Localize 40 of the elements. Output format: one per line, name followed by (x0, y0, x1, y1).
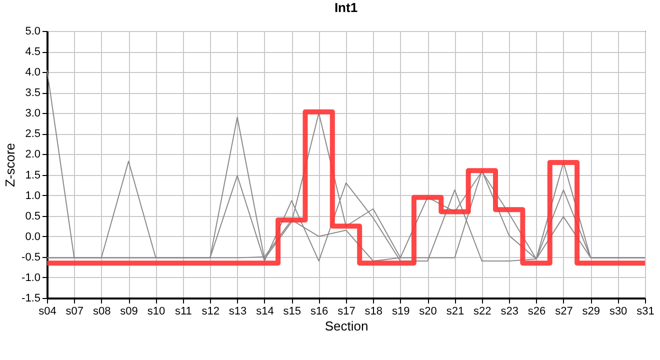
x-tick-label: s16 (310, 306, 328, 318)
x-tick-label: s26 (528, 306, 546, 318)
y-tick-label: 0.5 (25, 210, 40, 222)
y-tick-label: 3.5 (25, 87, 40, 100)
x-tick-label: s27 (555, 306, 573, 318)
y-tick-label: 4.0 (25, 66, 40, 79)
x-tick-label: s11 (174, 306, 192, 318)
x-axis-title: Section (324, 318, 368, 334)
x-tick-label: s19 (392, 306, 410, 318)
x-tick-label: s20 (419, 306, 437, 318)
x-tick-label: s18 (364, 306, 383, 318)
y-tick-label: -0.5 (22, 251, 40, 264)
y-tick-label: 5.0 (25, 26, 40, 38)
x-tick-label: s22 (474, 306, 492, 318)
y-tick-label: 4.5 (25, 46, 40, 58)
y-axis-title: Z-score (2, 142, 18, 188)
x-tick-label: s07 (66, 306, 84, 318)
x-tick-label: s15 (283, 306, 302, 318)
x-tick-label: s30 (609, 306, 628, 318)
x-tick-label: s14 (256, 306, 274, 318)
y-tick-label: 1.5 (25, 169, 40, 182)
x-tick-label: s29 (582, 306, 600, 318)
y-tick-label: 1.0 (25, 190, 40, 202)
x-tick-label: s13 (228, 306, 247, 318)
x-tick-label: s04 (38, 306, 56, 318)
x-tick-label: s17 (338, 306, 356, 318)
y-tick-label: -1.5 (22, 292, 40, 304)
x-tick-label: s08 (92, 306, 111, 318)
y-tick-label: -1.0 (22, 272, 40, 284)
y-tick-label: 0.0 (25, 230, 40, 243)
y-tick-label: 2.5 (25, 128, 40, 140)
x-tick-label: s23 (500, 306, 518, 318)
x-tick-label: s10 (147, 306, 166, 318)
x-tick-label: s31 (636, 306, 654, 318)
y-tick-label: 2.0 (25, 148, 40, 161)
x-tick-label: s09 (120, 306, 138, 318)
x-tick-label: s12 (202, 306, 220, 318)
y-tick-label: 3.0 (25, 108, 40, 120)
chart-title: Int1 (334, 0, 358, 15)
x-tick-label: s21 (446, 306, 464, 318)
